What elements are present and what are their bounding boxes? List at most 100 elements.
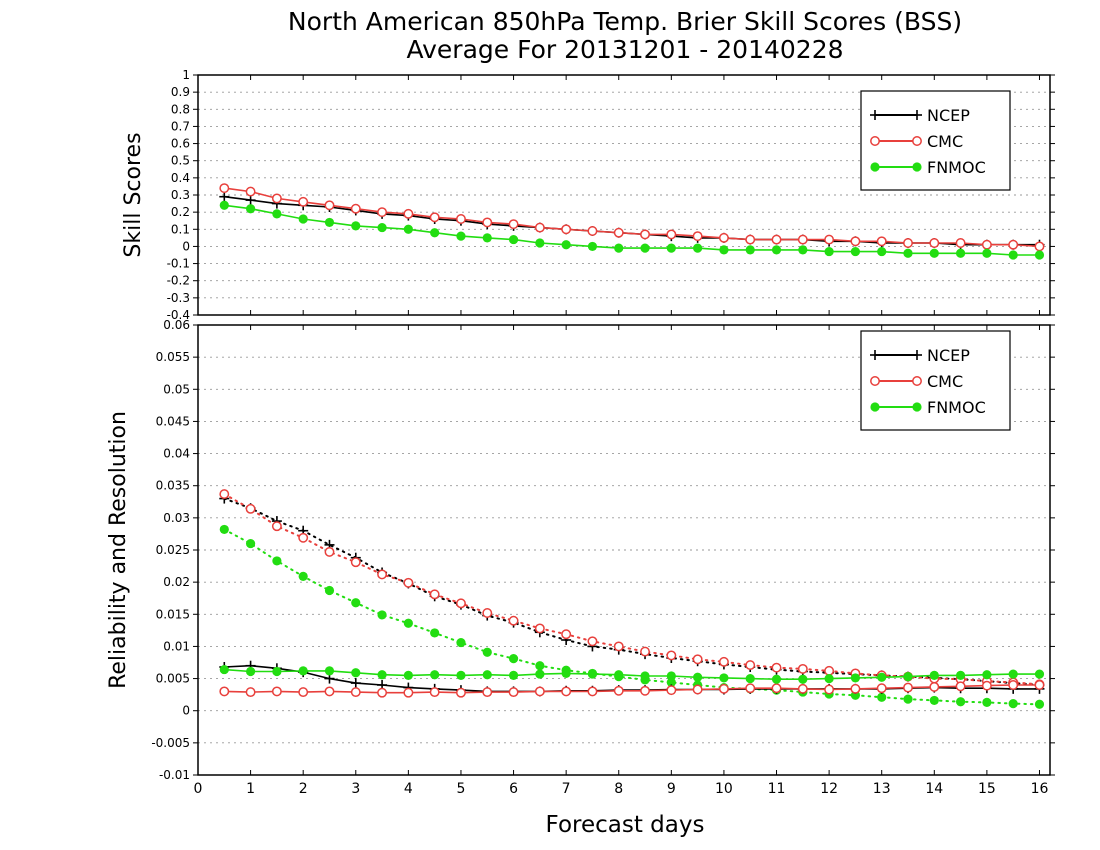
bottom-xtick-label: 16 — [1031, 781, 1049, 797]
top-fnmoc-point — [272, 209, 282, 219]
bottom-cmc-resolution-point — [561, 629, 572, 640]
bottom-fnmoc-resolution-point — [482, 647, 492, 657]
bottom-cmc-reliability-point — [797, 683, 808, 694]
bottom-legend-item-fnmoc: FNMOC — [870, 398, 986, 417]
bottom-fnmoc-reliability-point — [508, 670, 519, 680]
top-ncep-line — [224, 195, 1040, 246]
bottom-fnmoc-reliability-point — [982, 670, 992, 680]
top-cmc-line — [224, 187, 1040, 248]
bottom-ytick-label: 0.005 — [156, 672, 190, 686]
chart-title-line2: Average For 20131201 - 20140228 — [406, 35, 843, 64]
bottom-cmc-reliability-point — [534, 686, 545, 697]
bottom-ytick-label: 0.01 — [163, 639, 190, 653]
top-fnmoc-point — [1034, 250, 1045, 260]
top-cmc-point — [534, 222, 545, 233]
bottom-ncep-reliability-point — [350, 678, 361, 689]
bottom-cmc-reliability-point — [482, 687, 493, 698]
bottom-fnmoc-resolution-point — [1008, 699, 1018, 709]
top-legend-item-fnmoc: FNMOC — [870, 158, 986, 177]
top-cmc-point — [271, 193, 282, 204]
top-cmc-point — [745, 234, 756, 245]
top-ytick-label: 1 — [182, 68, 190, 82]
skill-score-panel: 1 0.9 0.8 0.7 0.6 0.5 0.4 0.3 0.2 0.1 0 -0.1 -0.2 -0.… — [167, 68, 1055, 322]
bottom-fnmoc-reliability-point — [745, 673, 755, 684]
bottom-fnmoc-reliability-point — [587, 669, 598, 679]
bottom-fnmoc-reliability-point — [771, 674, 782, 684]
bottom-cmc-resolution-point — [666, 650, 677, 661]
bottom-ytick-label: 0.045 — [156, 414, 190, 428]
bottom-ytick-label: -0.005 — [151, 736, 190, 750]
top-fnmoc-point — [561, 240, 571, 250]
bottom-ncep-resolution-line — [223, 497, 1041, 686]
top-legend-marker — [870, 162, 880, 172]
bottom-cmc-reliability-point — [876, 683, 887, 694]
bottom-xtick-label: 8 — [614, 781, 623, 797]
bottom-cmc-resolution-point — [219, 489, 230, 500]
top-cmc-point — [797, 234, 808, 245]
top-fnmoc-point — [982, 248, 992, 258]
top-fnmoc-point — [955, 248, 966, 258]
bottom-xtick-label: 5 — [457, 781, 466, 797]
bottom-cmc-reliability-point — [587, 686, 598, 697]
bottom-fnmoc-resolution-point — [430, 628, 440, 638]
bottom-xtick-label: 15 — [978, 781, 996, 797]
bottom-cmc-resolution-point — [534, 623, 545, 634]
bottom-fnmoc-resolution-point — [324, 585, 335, 596]
bottom-cmc-reliability-point — [692, 684, 703, 695]
top-fnmoc-point — [693, 243, 703, 253]
top-fnmoc-point — [535, 238, 545, 248]
bottom-fnmoc-reliability-point — [877, 672, 887, 682]
bottom-legend-marker — [870, 350, 880, 360]
top-cmc-point — [350, 203, 361, 214]
bottom-cmc-reliability-point — [640, 685, 650, 696]
reliability-resolution-panel: 0.060.0550.050.0450.040.0350.030.0250.02… — [151, 318, 1055, 797]
bottom-cmc-reliability-point — [771, 683, 782, 694]
bottom-ytick-label: -0.01 — [159, 768, 190, 782]
top-cmc-point — [561, 224, 572, 235]
bottom-cmc-resolution-point — [587, 636, 598, 647]
bottom-cmc-resolution-point — [350, 557, 361, 568]
top-ytick-label: 0.6 — [171, 137, 190, 151]
bottom-cmc-reliability-point — [508, 687, 519, 698]
bottom-fnmoc-reliability-point — [719, 673, 729, 683]
bottom-fnmoc-reliability-point — [798, 674, 808, 684]
bottom-cmc-reliability-point — [219, 686, 230, 697]
top-cmc-point — [824, 234, 835, 245]
bottom-cmc-reliability-point — [666, 685, 677, 696]
bottom-ytick-label: 0.015 — [156, 607, 190, 621]
bottom-cmc-resolution-point — [745, 660, 756, 671]
bottom-legend-marker — [912, 350, 922, 360]
bottom-legend-marker — [870, 376, 880, 386]
bottom-cmc-reliability-point — [850, 683, 861, 694]
top-cmc-point — [403, 208, 414, 219]
top-fnmoc-point — [403, 224, 413, 234]
bottom-fnmoc-reliability-point — [377, 670, 387, 680]
top-fnmoc-point — [666, 243, 676, 253]
top-fnmoc-point — [850, 246, 861, 257]
bottom-cmc-reliability-point — [271, 686, 282, 697]
top-cmc-point — [377, 207, 388, 218]
top-cmc-point — [482, 217, 493, 228]
bottom-xtick-label: 4 — [404, 781, 413, 797]
bottom-fnmoc-reliability-point — [245, 666, 256, 677]
bottom-fnmoc-reliability-point — [824, 673, 834, 684]
bottom-ytick-label: 0.035 — [156, 479, 190, 493]
top-legend-marker — [912, 110, 922, 120]
bottom-legend-marker — [870, 402, 880, 412]
bottom-fnmoc-reliability-point — [561, 668, 571, 679]
bottom-legend-label: NCEP — [927, 346, 970, 365]
top-ytick-label: -0.2 — [167, 274, 190, 288]
top-fnmoc-point — [245, 204, 256, 214]
bottom-cmc-reliability-point — [824, 684, 835, 695]
bottom-fnmoc-reliability-point — [403, 670, 413, 680]
bottom-xtick-label: 2 — [299, 781, 308, 797]
bottom-cmc-resolution-point — [324, 546, 335, 557]
bottom-fnmoc-resolution-point — [955, 697, 966, 707]
top-legend-marker — [870, 136, 880, 146]
chart-title-line1: North American 850hPa Temp. Brier Skill … — [288, 7, 962, 36]
bottom-fnmoc-reliability-point — [850, 673, 861, 683]
bottom-cmc-reliability-point — [929, 681, 940, 692]
bottom-fnmoc-reliability-point — [1008, 669, 1018, 679]
bottom-cmc-resolution-line — [223, 493, 1041, 686]
